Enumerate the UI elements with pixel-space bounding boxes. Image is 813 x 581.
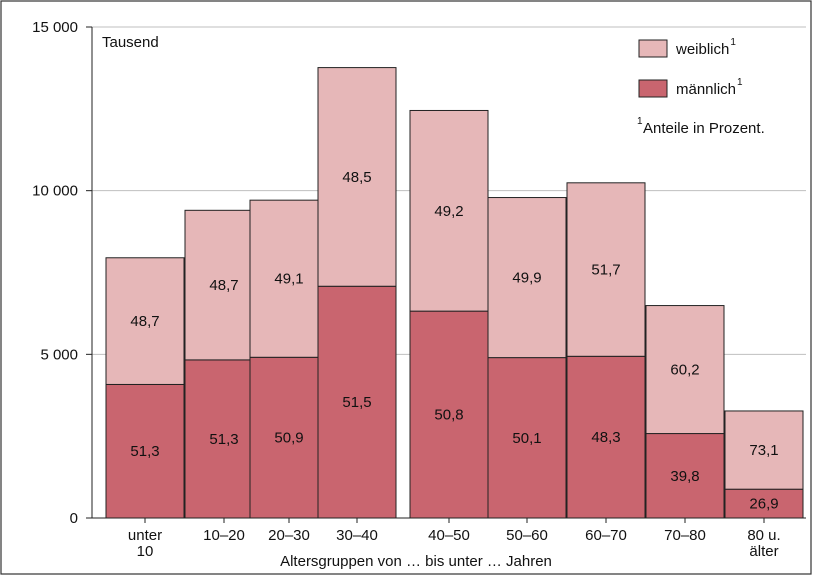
- bar-male: [645, 433, 725, 519]
- bar-female: [645, 305, 725, 435]
- bar-label-male: 50,1: [512, 430, 541, 447]
- legend-label: männlich: [676, 81, 736, 98]
- x-tick-label: 40–50: [428, 527, 470, 544]
- bar-label-female: 49,2: [434, 203, 463, 220]
- x-tick-label: 60–70: [585, 527, 627, 544]
- bars: [105, 67, 804, 519]
- bar-label-male: 51,3: [209, 431, 238, 448]
- bar-female: [566, 182, 646, 357]
- y-tick-label: 5 000: [40, 346, 78, 363]
- bar-label-female: 48,7: [130, 313, 159, 330]
- x-tick-label: 70–80: [664, 527, 706, 544]
- bar-label-female: 48,7: [209, 277, 238, 294]
- y-tick-label: 0: [70, 510, 78, 527]
- legend-superscript: 1: [730, 37, 736, 48]
- legend-swatch: [638, 39, 668, 58]
- bar-label-male: 51,5: [342, 394, 371, 411]
- bar-female: [249, 199, 329, 358]
- bar-male: [105, 383, 185, 519]
- bar-male: [566, 355, 646, 519]
- labels: 51,3 48,7 51,3 48,7 50,9 49,1 51,5 48,5 50,8 49,2…: [130, 169, 778, 513]
- x-tick-label: 30–40: [336, 527, 378, 544]
- bar-label-female: 49,1: [274, 271, 303, 288]
- y-tick-label: 10 000: [32, 183, 78, 200]
- bar-label-male: 39,8: [670, 468, 699, 485]
- bar-male: [317, 285, 397, 519]
- bar-label-male: 50,8: [434, 407, 463, 424]
- bar-female: [724, 410, 804, 490]
- footnote-text: Anteile in Prozent.: [643, 120, 765, 137]
- bar-male: [249, 356, 329, 519]
- bar-female: [105, 257, 185, 385]
- x-tick-label: 10: [137, 543, 154, 560]
- y-tick-label: 15 000: [32, 19, 78, 36]
- bar-male: [487, 357, 567, 519]
- x-tick-label: 10–20: [203, 527, 245, 544]
- legend-superscript: 1: [737, 77, 743, 88]
- bar-label-female: 48,5: [342, 169, 371, 186]
- x-tick-label: unter: [128, 527, 162, 544]
- x-tick-label: 20–30: [268, 527, 310, 544]
- bar-label-male: 26,9: [749, 496, 778, 513]
- bar-label-female: 49,9: [512, 270, 541, 287]
- bar-label-female: 51,7: [591, 262, 620, 279]
- bar-female: [409, 109, 489, 312]
- bar-female: [487, 197, 567, 359]
- footnote-superscript: 1: [637, 116, 643, 127]
- unit-label: Tausend: [102, 34, 159, 51]
- x-tick-label: 80 u.: [747, 527, 780, 544]
- bar-male: [409, 310, 489, 519]
- bar-female: [317, 67, 397, 287]
- bar-label-female: 73,1: [749, 442, 778, 459]
- bar-label-male: 48,3: [591, 429, 620, 446]
- legend-swatch: [638, 79, 668, 98]
- x-tick-label: älter: [749, 543, 778, 560]
- legend-label: weiblich: [675, 41, 729, 58]
- x-tick-label: 50–60: [506, 527, 548, 544]
- bar-label-male: 50,9: [274, 430, 303, 447]
- bar-label-female: 60,2: [670, 362, 699, 379]
- x-axis-title: Altersgruppen von … bis unter … Jahren: [280, 553, 552, 570]
- bar-label-male: 51,3: [130, 443, 159, 460]
